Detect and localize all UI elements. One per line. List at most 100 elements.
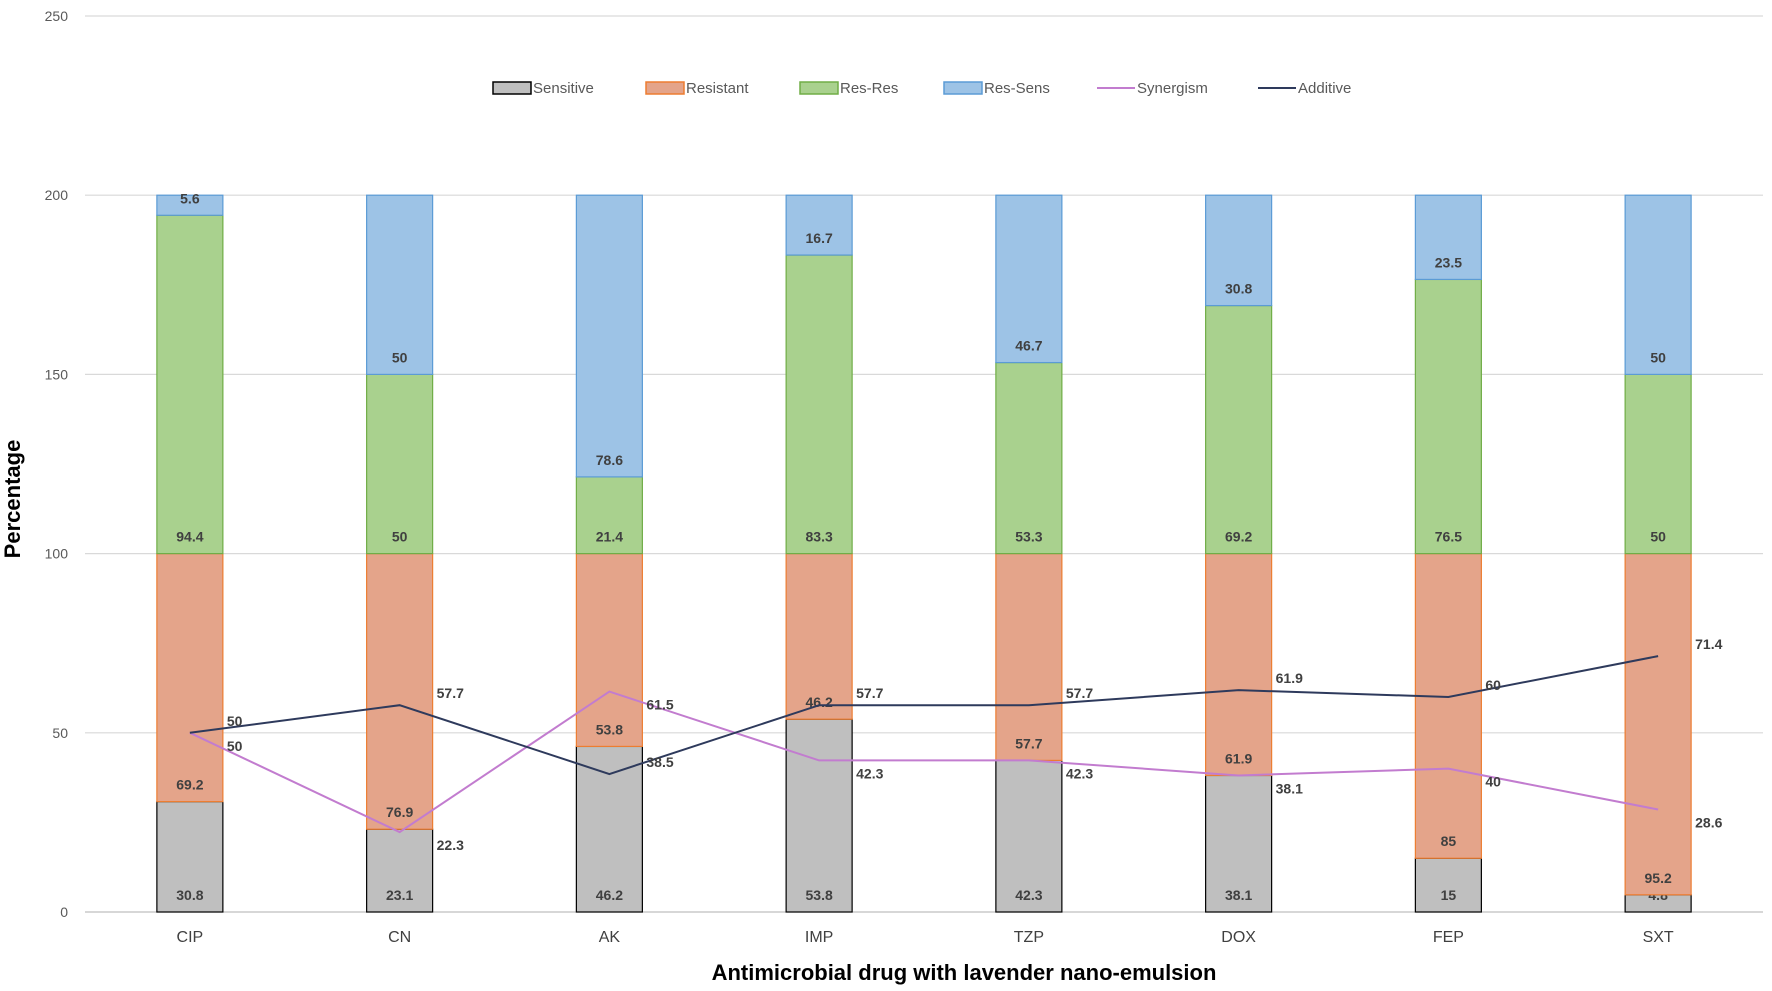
- data-label: 50: [392, 529, 408, 545]
- y-tick-label: 200: [45, 187, 69, 203]
- data-label: 23.5: [1435, 254, 1462, 270]
- x-tick-label: FEP: [1433, 929, 1464, 946]
- data-label: 15: [1441, 887, 1457, 903]
- data-label: 30.8: [176, 887, 203, 903]
- x-tick-label: AK: [599, 929, 621, 946]
- data-label: 16.7: [806, 230, 833, 246]
- bar-resistant: [156, 552, 224, 803]
- bar-res-res: [156, 214, 224, 555]
- data-label: 83.3: [806, 529, 833, 545]
- y-tick-label: 250: [45, 8, 69, 24]
- bar-resistant: [366, 552, 434, 830]
- bar-res-sens: [995, 194, 1063, 364]
- legend-label: Sensitive: [533, 80, 594, 97]
- legend-swatch: [943, 81, 983, 95]
- legend-label: Synergism: [1137, 80, 1208, 97]
- data-label: 42.3: [1015, 887, 1042, 903]
- data-label: 53.3: [1015, 529, 1042, 545]
- data-label: 60: [1485, 677, 1501, 693]
- bar-res-res: [995, 361, 1063, 555]
- data-label: 53.8: [806, 887, 833, 903]
- data-label: 57.7: [1015, 735, 1042, 751]
- legend-label: Res-Res: [840, 80, 898, 97]
- data-label: 28.6: [1695, 814, 1722, 830]
- data-label: 57.7: [437, 685, 464, 701]
- bar-sensitive: [156, 801, 224, 913]
- x-tick-label: CIP: [177, 929, 204, 946]
- bar-res-sens: [1414, 194, 1482, 281]
- data-label: 38.5: [646, 754, 673, 770]
- data-label: 76.9: [386, 804, 413, 820]
- data-label: 61.5: [646, 697, 673, 713]
- bar-res-res: [1205, 304, 1273, 555]
- data-label: 57.7: [856, 685, 883, 701]
- bar-sensitive: [785, 718, 853, 913]
- data-label: 61.9: [1276, 670, 1303, 686]
- data-label: 42.3: [1066, 765, 1093, 781]
- bar-res-res: [1414, 278, 1482, 555]
- legend-label: Res-Sens: [984, 80, 1050, 97]
- legend-swatch: [492, 81, 532, 95]
- data-label: 38.1: [1225, 887, 1252, 903]
- x-tick-label: SXT: [1643, 929, 1674, 946]
- data-label: 61.9: [1225, 750, 1252, 766]
- bar-res-res: [366, 373, 434, 555]
- x-axis-title: Antimicrobial drug with lavender nano-em…: [712, 960, 1217, 985]
- bar-sensitive: [1414, 857, 1482, 913]
- data-label: 69.2: [1225, 529, 1252, 545]
- bar-res-sens: [1624, 194, 1692, 375]
- x-tick-label: TZP: [1014, 929, 1044, 946]
- data-label: 78.6: [596, 452, 623, 468]
- legend-swatch: [645, 81, 685, 95]
- data-label: 85: [1441, 833, 1457, 849]
- data-label: 50: [1650, 529, 1666, 545]
- data-label: 23.1: [386, 887, 413, 903]
- data-label: 42.3: [856, 765, 883, 781]
- bar-resistant: [995, 552, 1063, 761]
- bar-resistant: [1624, 552, 1692, 896]
- bar-res-sens: [575, 194, 643, 478]
- data-label: 22.3: [437, 837, 464, 853]
- data-label: 57.7: [1066, 685, 1093, 701]
- data-label: 95.2: [1645, 870, 1672, 886]
- bar-resistant: [1205, 552, 1273, 777]
- y-tick-label: 100: [45, 546, 69, 562]
- bar-res-sens: [156, 194, 224, 216]
- line-synergism: [189, 690, 1659, 834]
- data-label: 46.2: [596, 887, 623, 903]
- x-tick-label: CN: [388, 929, 411, 946]
- bar-res-res: [1624, 373, 1692, 555]
- data-label: 30.8: [1225, 281, 1252, 297]
- bar-res-sens: [1205, 194, 1273, 307]
- y-axis-title: Percentage: [0, 440, 25, 559]
- x-tick-label: DOX: [1221, 929, 1256, 946]
- data-label: 5.6: [180, 190, 200, 206]
- bar-resistant: [1414, 552, 1482, 859]
- data-label: 50: [392, 349, 408, 365]
- bar-res-res: [785, 254, 853, 555]
- data-label: 50: [227, 713, 243, 729]
- data-label: 46.7: [1015, 338, 1042, 354]
- data-label: 40: [1485, 774, 1501, 790]
- bar-res-sens: [366, 194, 434, 375]
- data-label: 21.4: [596, 529, 623, 545]
- y-tick-label: 50: [52, 725, 68, 741]
- line-additive: [189, 655, 1659, 776]
- data-label: 50: [227, 738, 243, 754]
- x-tick-label: IMP: [805, 929, 833, 946]
- legend-label: Resistant: [686, 80, 749, 97]
- bar-res-res: [575, 476, 643, 555]
- legend-label: Additive: [1298, 80, 1351, 97]
- bar-resistant: [785, 552, 853, 720]
- bar-resistant: [575, 552, 643, 748]
- y-tick-label: 0: [60, 904, 68, 920]
- data-label: 53.8: [596, 721, 623, 737]
- data-label: 94.4: [176, 529, 203, 545]
- y-tick-label: 150: [45, 366, 69, 382]
- bar-sensitive: [366, 828, 434, 913]
- data-label: 50: [1650, 349, 1666, 365]
- legend-swatch: [799, 81, 839, 95]
- bar-res-sens: [785, 194, 853, 256]
- data-label: 76.5: [1435, 529, 1462, 545]
